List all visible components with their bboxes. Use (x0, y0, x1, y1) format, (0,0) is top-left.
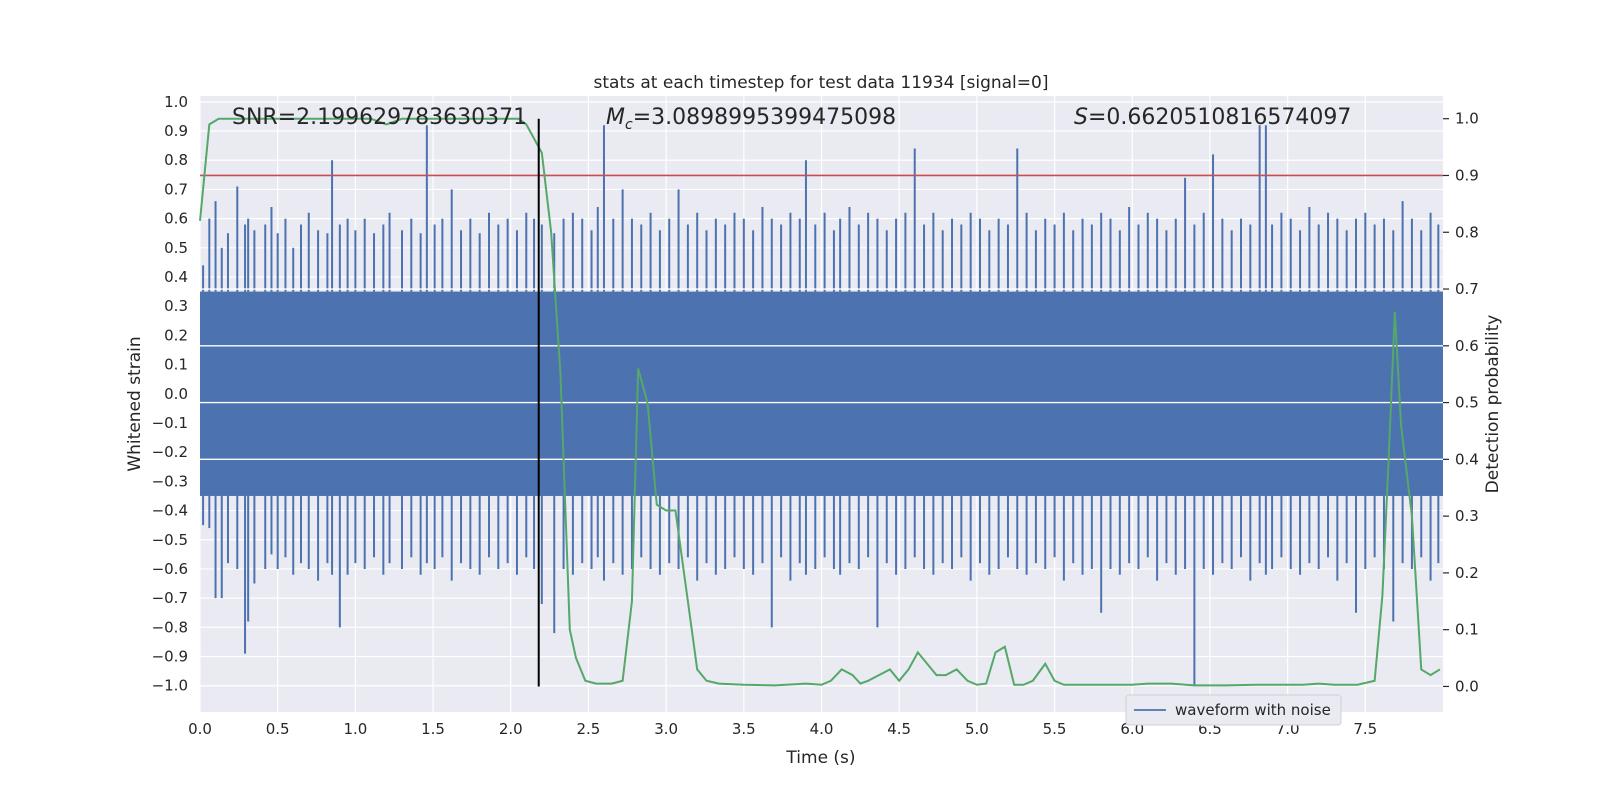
overlay-lines (199, 117, 1443, 687)
x-tick-label: 7.5 (1353, 720, 1377, 738)
right-y-tick-label: 0.9 (1455, 166, 1479, 184)
chirp-mass-value: =3.0898995399475098 (633, 105, 896, 130)
left-y-tick-label: −0.6 (152, 560, 188, 578)
x-tick-label: 5.5 (1043, 720, 1067, 738)
left-y-tick-label: −0.8 (152, 618, 188, 636)
s-annotation: S=0.6620510816574097 (1074, 105, 1351, 130)
left-y-axis-label: Whitened strain (125, 336, 145, 471)
left-y-tick-label: −0.7 (152, 589, 188, 607)
right-y-tick-label: 0.1 (1455, 621, 1479, 639)
left-y-tick-label: 0.5 (164, 239, 188, 257)
waveform-series (200, 125, 1443, 686)
legend-label-waveform: waveform with noise (1175, 701, 1331, 719)
right-y-tick-label: 1.0 (1455, 110, 1479, 128)
x-tick-label: 1.5 (421, 720, 445, 738)
left-y-tick-label: 0.6 (164, 210, 188, 228)
left-y-tick-label: −1.0 (152, 677, 188, 695)
s-symbol: S (1074, 105, 1088, 130)
right-y-axis-ticks: 1.0 0.9 0.8 0.7 0.6 0.5 0.4 0.3 0.2 0.1 0.0 (1443, 110, 1479, 695)
left-y-tick-label: 0.8 (164, 151, 188, 169)
waveform-dense-band (200, 291, 1443, 496)
x-tick-label: 3.5 (732, 720, 756, 738)
left-y-tick-label: 0.9 (164, 122, 188, 140)
x-tick-label: 2.0 (499, 720, 523, 738)
probability-line (199, 117, 1441, 687)
left-y-tick-label: 0.2 (164, 326, 188, 344)
left-y-axis-ticks: 1.0 0.9 0.8 0.7 0.6 0.5 0.4 0.3 0.2 0.1 0.0 −0.1 −0.… (152, 93, 188, 695)
x-tick-label: 4.5 (887, 720, 911, 738)
right-y-tick-label: 0.6 (1455, 337, 1479, 355)
left-y-tick-label: −0.1 (152, 414, 188, 432)
x-tick-label: 1.0 (343, 720, 367, 738)
left-y-tick-label: −0.5 (152, 531, 188, 549)
chirp-mass-subscript: c (625, 117, 633, 133)
right-y-tick-label: 0.3 (1455, 507, 1479, 525)
right-y-axis-label: Detection probability (1483, 315, 1503, 494)
left-y-tick-label: 0.0 (164, 385, 188, 403)
left-y-tick-label: −0.3 (152, 472, 188, 490)
x-tick-label: 3.0 (654, 720, 678, 738)
left-y-tick-label: 0.7 (164, 180, 188, 198)
x-axis-ticks: 0.0 0.5 1.0 1.5 2.0 2.5 3.0 3.5 4.0 4.5 5.0 5.5 6.0 6… (188, 720, 1377, 738)
left-y-tick-label: −0.2 (152, 443, 188, 461)
left-y-tick-label: −0.4 (152, 502, 188, 520)
left-y-tick-label: 0.4 (164, 268, 188, 286)
left-y-tick-label: −0.9 (152, 648, 188, 666)
x-axis-label: Time (s) (785, 748, 855, 768)
right-y-tick-label: 0.0 (1455, 677, 1479, 695)
x-tick-label: 4.0 (810, 720, 834, 738)
s-value: =0.6620510816574097 (1088, 105, 1351, 130)
x-tick-label: 0.5 (266, 720, 290, 738)
right-y-tick-label: 0.5 (1455, 394, 1479, 412)
snr-annotation: SNR=2.199629783630371 (232, 105, 527, 130)
legend-box (1125, 694, 1342, 726)
x-tick-label: 2.5 (577, 720, 601, 738)
left-y-tick-label: 0.1 (164, 356, 188, 374)
left-y-tick-label: 0.3 (164, 297, 188, 315)
right-y-tick-label: 0.4 (1455, 450, 1479, 468)
x-tick-label: 5.0 (965, 720, 989, 738)
right-y-tick-label: 0.2 (1455, 564, 1479, 582)
right-y-tick-label: 0.7 (1455, 280, 1479, 298)
left-y-tick-label: 1.0 (164, 93, 188, 111)
chart-title: stats at each timestep for test data 119… (594, 73, 1049, 93)
legend: waveform with noise (1125, 694, 1342, 726)
right-y-tick-label: 0.8 (1455, 223, 1479, 241)
chirp-mass-symbol: M (606, 105, 625, 130)
chirp-mass-annotation: Mc=3.0898995399475098 (606, 105, 896, 133)
x-tick-label: 0.0 (188, 720, 212, 738)
